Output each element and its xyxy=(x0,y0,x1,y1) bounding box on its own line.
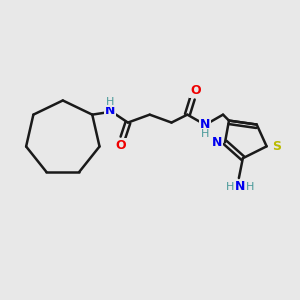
Text: O: O xyxy=(116,139,126,152)
Text: N: N xyxy=(235,181,245,194)
Text: H: H xyxy=(106,97,114,107)
Text: O: O xyxy=(190,84,201,98)
Text: H: H xyxy=(246,182,254,192)
Text: H: H xyxy=(201,130,209,140)
Text: H: H xyxy=(226,182,234,192)
Text: N: N xyxy=(105,104,115,117)
Text: N: N xyxy=(212,136,222,149)
Text: S: S xyxy=(272,140,281,153)
Text: N: N xyxy=(200,118,210,131)
